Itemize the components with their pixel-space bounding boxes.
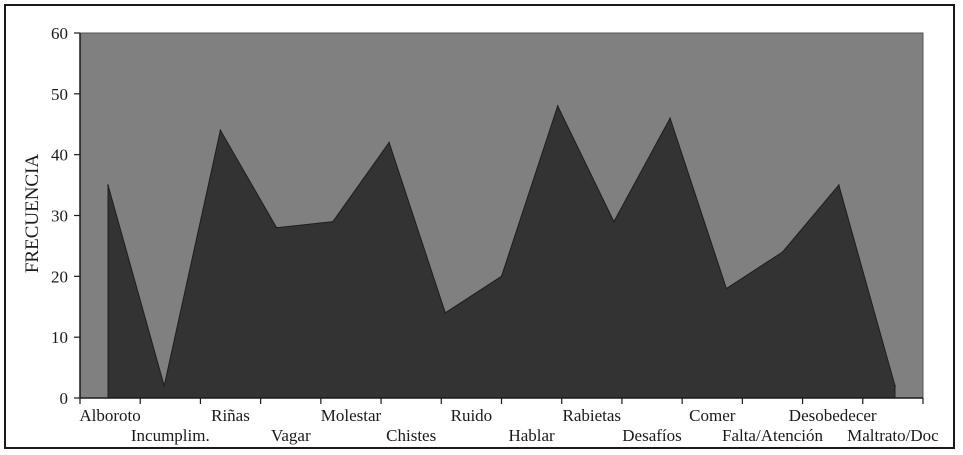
data-point — [219, 129, 222, 132]
data-point — [838, 184, 840, 186]
y-tick-label: 40 — [51, 146, 68, 165]
data-point — [613, 220, 615, 223]
x-category-label: Desobedecer — [789, 406, 877, 425]
y-tick-label: 50 — [51, 85, 68, 104]
data-point — [500, 275, 503, 278]
data-point — [163, 385, 165, 387]
x-category-label: Alboroto — [79, 406, 140, 425]
y-tick-label: 60 — [51, 24, 68, 43]
data-point — [894, 385, 896, 387]
y-tick-label: 10 — [51, 328, 68, 347]
data-point — [556, 105, 559, 107]
x-category-label: Incumplim. — [131, 426, 210, 445]
data-point — [669, 117, 671, 119]
y-tick-label: 0 — [60, 389, 69, 408]
y-tick-labels: 0 10 20 30 40 50 60 — [51, 24, 68, 408]
x-category-label: Comer — [689, 406, 736, 425]
data-point — [388, 141, 390, 144]
y-tick-label: 20 — [51, 267, 68, 286]
x-category-label: Desafíos — [622, 426, 681, 445]
area-series — [107, 104, 896, 399]
data-point — [781, 251, 784, 253]
y-axis-title: FRECUENCIA — [22, 154, 43, 274]
y-tick-label: 30 — [51, 207, 68, 226]
data-point — [725, 287, 728, 290]
x-category-label: Riñas — [211, 406, 250, 425]
x-category-label: Maltrato/Doc — [847, 426, 939, 445]
data-point — [444, 312, 447, 314]
x-category-label: Hablar — [508, 426, 555, 445]
x-category-label: Vagar — [271, 426, 311, 445]
x-category-label: Ruido — [451, 406, 493, 425]
data-point — [275, 226, 278, 229]
x-category-label: Molestar — [321, 406, 382, 425]
data-point — [332, 220, 334, 223]
area-layer — [107, 104, 896, 399]
data-point — [107, 184, 109, 186]
x-category-label: Falta/Atención — [722, 426, 824, 445]
axis-layer — [74, 32, 924, 404]
x-category-label: Chistes — [386, 426, 436, 445]
x-category-label: Rabietas — [563, 406, 622, 425]
